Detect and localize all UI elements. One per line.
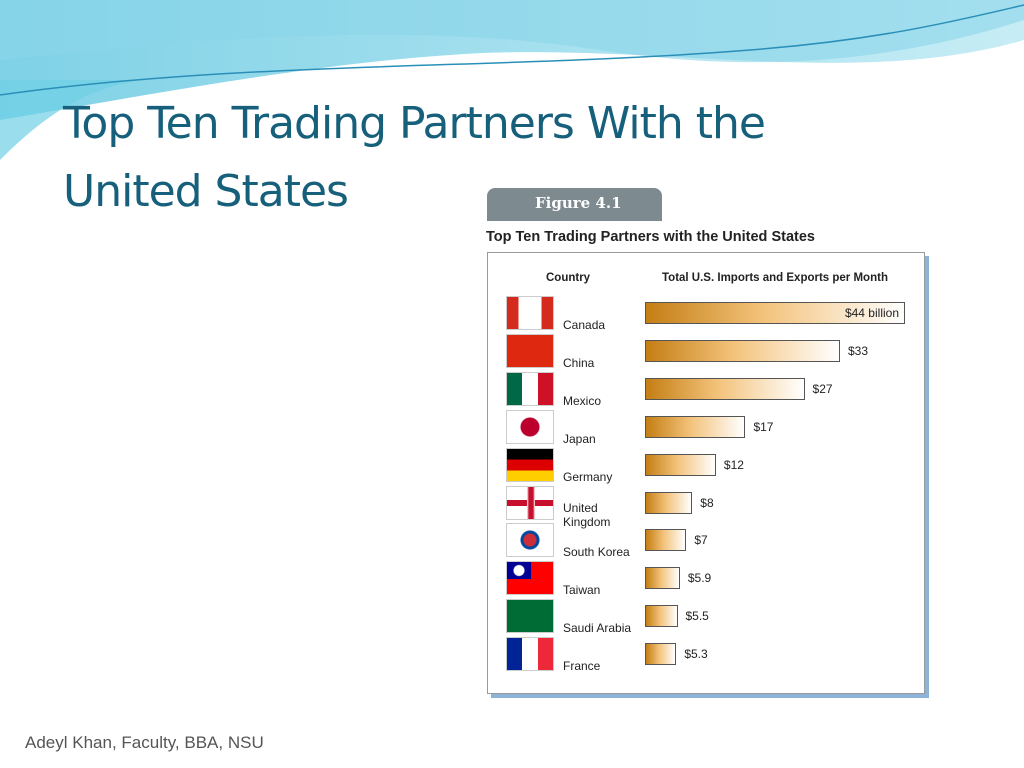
bar	[645, 377, 805, 400]
value-label: $44 billion	[844, 306, 899, 320]
category-label: Germany	[563, 469, 613, 484]
category-label: United Kingdom	[563, 500, 611, 529]
category-label: Taiwan	[563, 583, 601, 598]
country-flag	[506, 371, 554, 406]
background-waves	[0, 0, 1024, 160]
value-label: $17	[753, 419, 774, 434]
bar	[645, 643, 677, 666]
value-label: $8	[700, 495, 714, 510]
country-flag	[506, 637, 554, 672]
figure-badge: Figure 4.1	[487, 188, 662, 221]
bar	[645, 302, 905, 324]
value-header: Total U.S. Imports and Exports per Month	[662, 272, 888, 284]
category-label: South Korea	[563, 545, 630, 560]
country-flag	[506, 561, 554, 596]
bar	[645, 339, 840, 362]
category-label: Japan	[563, 431, 596, 446]
value-label: $33	[848, 343, 869, 358]
category-label: China	[563, 355, 595, 370]
value-label: $5.5	[685, 609, 709, 624]
chart-title: Top Ten Trading Partners with the United…	[486, 229, 815, 245]
slide-title: Top Ten Trading Partners With the United…	[63, 98, 766, 217]
footer: Adeyl Khan, Faculty, BBA, NSU	[25, 733, 264, 752]
category-label: France	[563, 659, 601, 674]
country-flag	[506, 409, 554, 444]
bar	[645, 605, 678, 628]
bar	[645, 415, 746, 438]
value-label: $12	[723, 457, 744, 472]
country-flag	[506, 523, 554, 558]
bar	[645, 529, 687, 552]
category-label: Canada	[563, 318, 606, 332]
category-label: Mexico	[563, 393, 602, 408]
country-flag	[506, 485, 554, 520]
bar	[645, 567, 680, 590]
value-label: $27	[812, 381, 833, 396]
value-label: $5.3	[684, 647, 708, 662]
country-flag	[506, 599, 554, 634]
value-label: $7	[694, 533, 708, 548]
country-flag	[506, 447, 554, 482]
country-flag	[506, 296, 554, 330]
country-flag	[506, 333, 554, 368]
bar	[645, 453, 716, 476]
bar	[645, 491, 693, 514]
category-label: Saudi Arabia	[563, 621, 632, 636]
value-label: $5.9	[687, 571, 712, 586]
category-header: Country	[546, 272, 591, 284]
